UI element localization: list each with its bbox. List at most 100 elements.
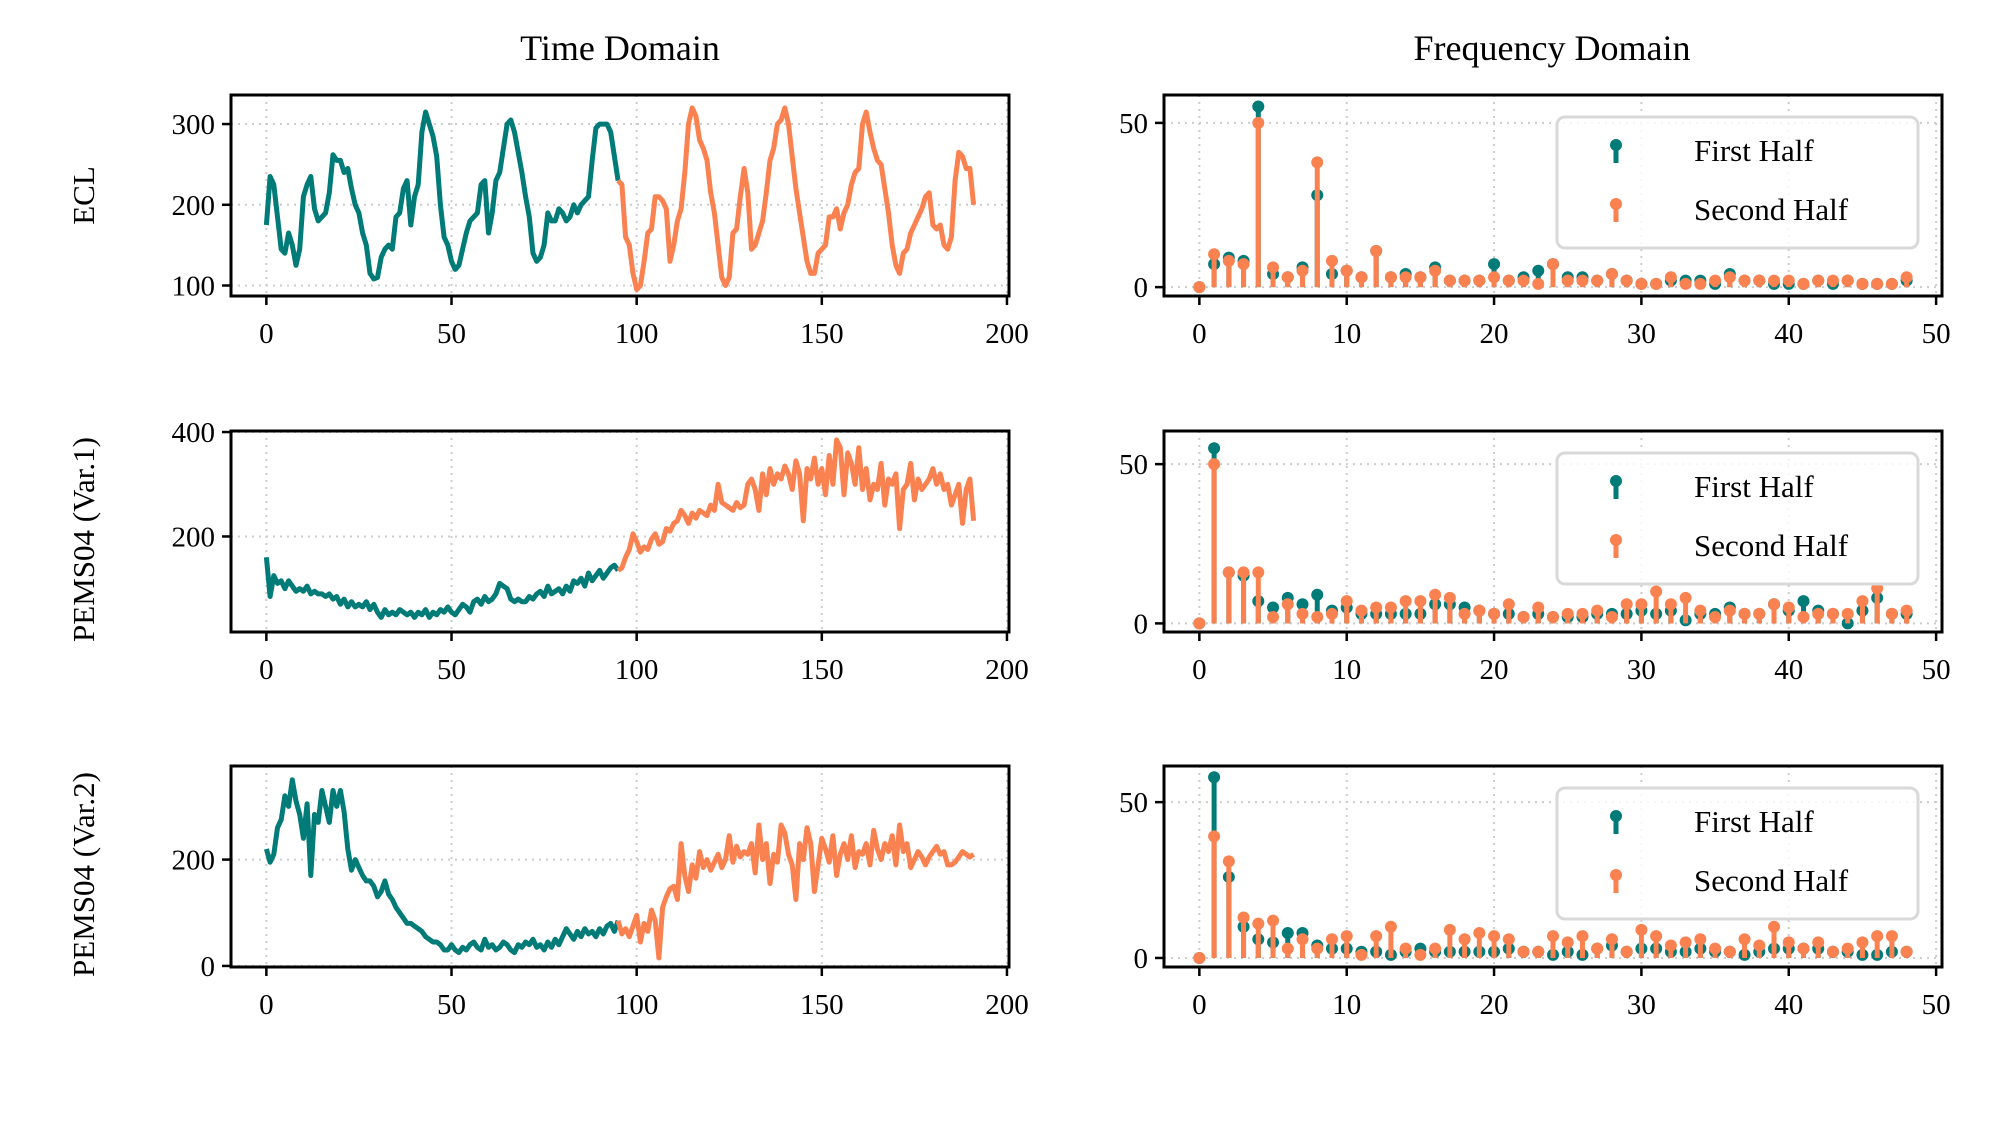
second-half-marker <box>1443 591 1456 604</box>
legend-marker-icon <box>1610 869 1622 881</box>
second-half-marker <box>1311 611 1324 624</box>
legend-marker-icon <box>1610 198 1622 210</box>
legend-label-first: First Half <box>1694 133 1814 168</box>
second-half-marker <box>1193 281 1206 294</box>
second-half-marker <box>1856 277 1869 290</box>
x-tick-label: 20 <box>1480 654 1509 686</box>
second-half-marker <box>1694 933 1707 946</box>
y-tick-label: 200 <box>172 845 216 877</box>
second-half-marker <box>1281 271 1294 284</box>
time-domain-title: Time Domain <box>520 28 720 68</box>
second-half-marker <box>1296 933 1309 946</box>
axes-frame <box>1162 93 1944 298</box>
second-half-marker <box>1429 588 1442 601</box>
second-half-marker <box>1561 607 1574 620</box>
second-half-marker <box>1281 598 1294 611</box>
second-half-marker <box>1547 930 1559 943</box>
second-half-marker <box>1826 945 1839 958</box>
second-half-marker <box>1576 274 1589 287</box>
first-half-marker <box>1797 595 1810 608</box>
legend: First Half Second Half <box>1555 115 1920 250</box>
second-half-marker <box>1502 933 1515 946</box>
second-half-marker <box>1605 611 1618 624</box>
legend-marker-icon <box>1610 139 1622 151</box>
second-half-marker <box>1429 942 1442 955</box>
second-half-marker <box>1325 254 1338 267</box>
second-half-marker <box>1517 274 1530 287</box>
second-half-marker <box>1605 267 1618 280</box>
first-half-marker <box>1532 264 1545 277</box>
second-half-marker <box>1473 927 1486 940</box>
second-half-marker <box>1576 607 1589 620</box>
second-half-marker <box>1458 274 1471 287</box>
second-half-line <box>616 437 977 573</box>
y-tick-label: 50 <box>1119 787 1148 819</box>
second-half-marker <box>1532 601 1545 614</box>
first-half-line <box>263 109 621 282</box>
y-tick-label: 200 <box>172 521 216 553</box>
second-half-marker <box>1399 595 1412 608</box>
second-half-marker <box>1694 277 1707 290</box>
second-half-marker <box>1723 604 1736 617</box>
axes-frame <box>229 93 1011 298</box>
second-half-marker <box>1768 598 1781 611</box>
x-tick-label: 0 <box>1192 989 1207 1021</box>
legend-marker-icon <box>1610 475 1622 487</box>
x-tick-label: 0 <box>1192 318 1207 350</box>
first-half-marker <box>1311 588 1324 601</box>
second-half-marker <box>1311 156 1324 169</box>
second-half-marker <box>1414 271 1427 284</box>
second-half-marker <box>1296 607 1309 620</box>
second-half-marker <box>1709 274 1722 287</box>
second-half-marker <box>1222 566 1235 579</box>
first-half-marker <box>1208 771 1221 784</box>
second-half-marker <box>1325 933 1338 946</box>
second-half-marker <box>1679 936 1692 949</box>
second-half-marker <box>1532 945 1545 958</box>
second-half-marker <box>1547 611 1559 624</box>
x-tick-label: 40 <box>1774 318 1803 350</box>
second-half-marker <box>1709 942 1722 955</box>
y-tick-label: 50 <box>1119 108 1148 140</box>
second-half-marker <box>1502 274 1515 287</box>
second-half-marker <box>1340 930 1353 943</box>
second-half-marker <box>1532 277 1545 290</box>
second-half-marker <box>1738 933 1751 946</box>
legend-label-second: Second Half <box>1694 863 1849 898</box>
second-half-marker <box>1620 274 1633 287</box>
second-half-marker <box>1193 951 1206 964</box>
second-half-marker <box>1488 930 1501 943</box>
second-half-marker <box>1620 598 1633 611</box>
second-half-marker <box>1237 911 1250 924</box>
second-half-line <box>616 105 977 292</box>
x-tick-label: 0 <box>259 318 274 350</box>
second-half-marker <box>1488 607 1501 620</box>
second-half-marker <box>1443 274 1456 287</box>
first-half-line <box>263 777 621 956</box>
x-tick-label: 40 <box>1774 989 1803 1021</box>
x-tick-label: 10 <box>1332 654 1361 686</box>
second-half-marker <box>1871 277 1884 290</box>
second-half-marker <box>1620 945 1633 958</box>
x-tick-label: 0 <box>259 654 274 686</box>
second-half-marker <box>1841 607 1854 620</box>
second-half-marker <box>1738 607 1751 620</box>
second-half-marker <box>1841 274 1854 287</box>
legend-box <box>1555 451 1920 586</box>
axes-frame <box>1162 764 1944 969</box>
y-tick-label: 0 <box>201 951 216 983</box>
second-half-marker <box>1384 601 1397 614</box>
second-half-marker <box>1650 930 1663 943</box>
second-half-marker <box>1414 948 1427 961</box>
row-label: PEMS04 (Var.1) <box>66 437 101 642</box>
x-tick-label: 100 <box>615 989 659 1021</box>
frequency-domain-title: Frequency Domain <box>1414 28 1691 68</box>
second-half-marker <box>1664 271 1677 284</box>
second-half-marker <box>1384 920 1397 933</box>
first-half-marker <box>1267 601 1280 614</box>
second-half-marker <box>1222 254 1235 267</box>
second-half-marker <box>1694 604 1707 617</box>
second-half-marker <box>1488 271 1501 284</box>
x-tick-label: 50 <box>437 318 466 350</box>
panel-frequency-3: First Half Second Half 0 10 20 30 40 50 0 50 <box>1119 764 1951 1021</box>
